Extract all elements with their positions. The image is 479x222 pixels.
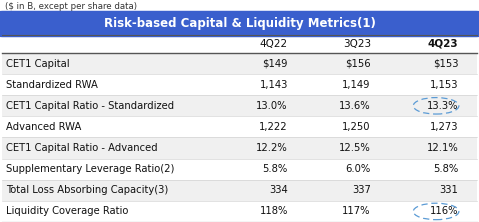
Text: Total Loss Absorbing Capacity(3): Total Loss Absorbing Capacity(3) <box>6 185 169 195</box>
Text: 118%: 118% <box>260 206 288 216</box>
Text: 12.2%: 12.2% <box>256 143 288 153</box>
Text: 1,143: 1,143 <box>260 80 288 90</box>
Text: 5.8%: 5.8% <box>262 164 288 174</box>
Text: Advanced RWA: Advanced RWA <box>6 122 81 132</box>
Text: $153: $153 <box>433 59 458 69</box>
Text: 12.1%: 12.1% <box>427 143 458 153</box>
Bar <box>2 159 477 180</box>
Bar <box>2 0 477 13</box>
Bar <box>2 35 477 53</box>
Text: 331: 331 <box>440 185 458 195</box>
Text: 1,250: 1,250 <box>342 122 371 132</box>
Bar <box>2 53 477 74</box>
Text: 5.8%: 5.8% <box>433 164 458 174</box>
Text: $156: $156 <box>345 59 371 69</box>
Text: 3Q23: 3Q23 <box>342 39 371 49</box>
Text: CET1 Capital Ratio - Advanced: CET1 Capital Ratio - Advanced <box>6 143 158 153</box>
Text: Risk-based Capital & Liquidity Metrics(1): Risk-based Capital & Liquidity Metrics(1… <box>103 18 376 30</box>
Text: 337: 337 <box>352 185 371 195</box>
Text: 334: 334 <box>269 185 288 195</box>
Text: 6.0%: 6.0% <box>345 164 371 174</box>
Text: CET1 Capital: CET1 Capital <box>6 59 70 69</box>
Text: 1,149: 1,149 <box>342 80 371 90</box>
Text: 116%: 116% <box>430 206 458 216</box>
FancyBboxPatch shape <box>0 11 479 37</box>
Text: 117%: 117% <box>342 206 371 216</box>
Bar <box>2 137 477 159</box>
Text: 4Q22: 4Q22 <box>260 39 288 49</box>
Text: Supplementary Leverage Ratio(2): Supplementary Leverage Ratio(2) <box>6 164 175 174</box>
Text: 13.0%: 13.0% <box>256 101 288 111</box>
Bar <box>2 74 477 95</box>
Text: 13.3%: 13.3% <box>427 101 458 111</box>
Text: 1,273: 1,273 <box>430 122 458 132</box>
Text: 1,222: 1,222 <box>259 122 288 132</box>
Text: Liquidity Coverage Ratio: Liquidity Coverage Ratio <box>6 206 128 216</box>
Text: 13.6%: 13.6% <box>339 101 371 111</box>
Text: $149: $149 <box>262 59 288 69</box>
Text: CET1 Capital Ratio - Standardized: CET1 Capital Ratio - Standardized <box>6 101 174 111</box>
Bar <box>2 116 477 137</box>
Bar <box>2 95 477 116</box>
Text: 12.5%: 12.5% <box>339 143 371 153</box>
Bar <box>2 201 477 222</box>
Text: 1,153: 1,153 <box>430 80 458 90</box>
Bar <box>2 180 477 201</box>
Text: ($ in B, except per share data): ($ in B, except per share data) <box>5 2 137 11</box>
Text: Standardized RWA: Standardized RWA <box>6 80 98 90</box>
Text: 4Q23: 4Q23 <box>428 39 458 49</box>
